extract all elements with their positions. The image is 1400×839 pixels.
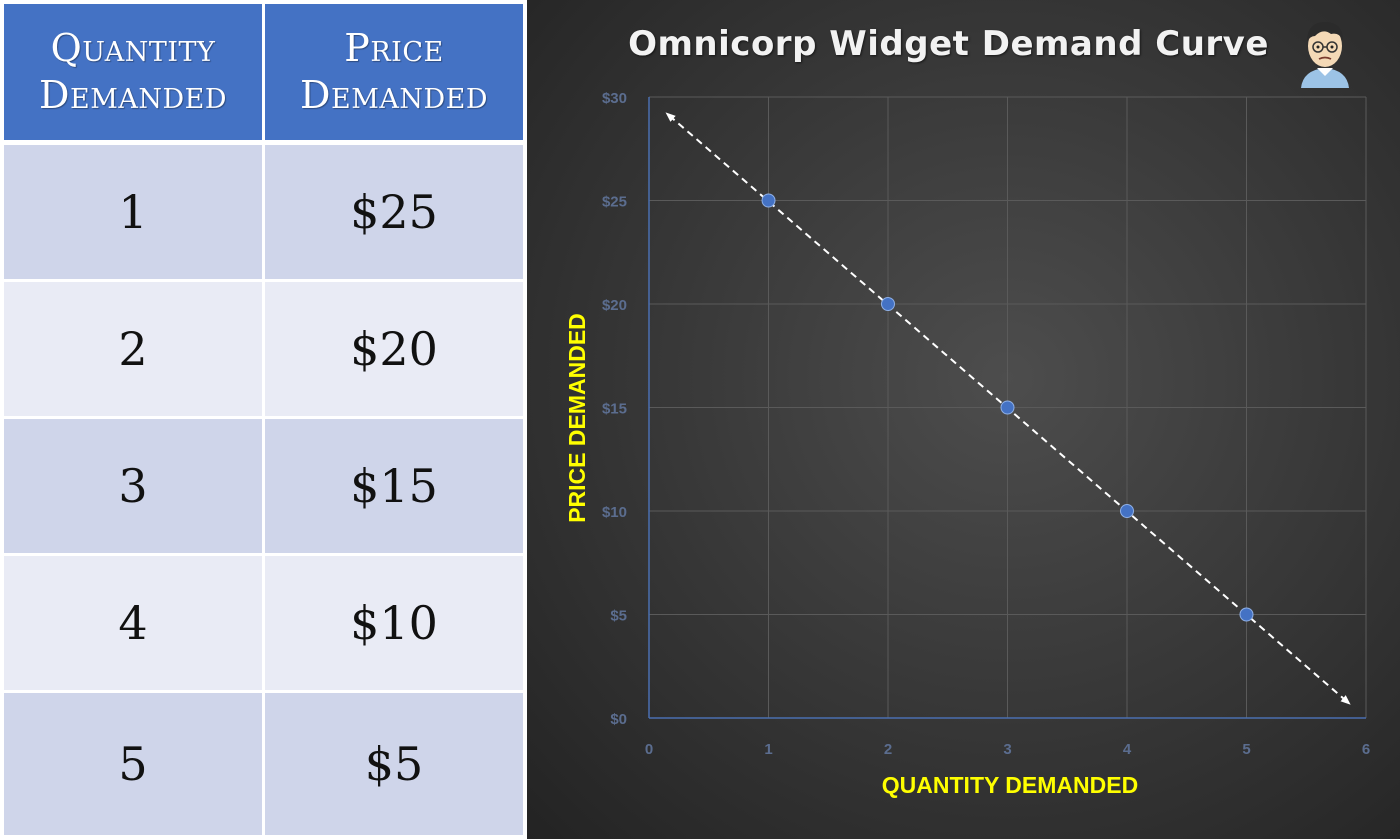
header-quantity-demanded: Quantity Demanded bbox=[4, 4, 262, 140]
table-cell-quantity: 1 bbox=[4, 145, 262, 279]
y-tick-label: $30 bbox=[602, 90, 627, 107]
y-tick-label: $10 bbox=[602, 504, 627, 521]
table-cell-price: $15 bbox=[265, 419, 523, 553]
y-tick-label: $0 bbox=[610, 711, 627, 728]
y-axis-label: PRICE DEMANDED bbox=[564, 313, 590, 523]
header-quantity-line1: Quantity bbox=[50, 25, 216, 70]
x-tick-label: 2 bbox=[884, 741, 892, 758]
header-quantity-line2: Demanded bbox=[39, 73, 227, 117]
x-tick-label: 3 bbox=[1003, 741, 1011, 758]
x-tick-label: 6 bbox=[1362, 741, 1370, 758]
table-cell-quantity: 2 bbox=[4, 282, 262, 416]
y-tick-label: $5 bbox=[610, 608, 627, 625]
data-point bbox=[761, 193, 776, 208]
header-price-line1: Price bbox=[344, 25, 444, 70]
header-price-line2: Demanded bbox=[300, 73, 488, 117]
table-cell-price: $5 bbox=[265, 693, 523, 835]
demand-table: Quantity Demanded Price Demanded 1 $25 2… bbox=[0, 0, 527, 839]
x-tick-label: 5 bbox=[1242, 741, 1250, 758]
table-cell-quantity: 5 bbox=[4, 693, 262, 835]
chart-panel: Omnicorp Widget Demand Curve $0 $5 $10 $15 $… bbox=[527, 0, 1400, 839]
table-cell-quantity: 3 bbox=[4, 419, 262, 553]
x-axis-label: QUANTITY DEMANDED bbox=[881, 772, 1139, 798]
y-tick-label: $15 bbox=[602, 401, 627, 418]
y-tick-label: $20 bbox=[602, 297, 627, 314]
data-point bbox=[1239, 607, 1254, 622]
table-cell-price: $10 bbox=[265, 556, 523, 690]
table-cell-quantity: 4 bbox=[4, 556, 262, 690]
mascot-icon bbox=[1301, 22, 1349, 88]
demand-chart: $0 $5 $10 $15 $20 $25 $30 0 1 2 3 4 5 6 bbox=[602, 90, 1370, 758]
table-cell-price: $25 bbox=[265, 145, 523, 279]
y-tick-label: $25 bbox=[602, 194, 627, 211]
data-point bbox=[1120, 504, 1134, 518]
x-tick-label: 4 bbox=[1123, 741, 1132, 758]
table-cell-price: $20 bbox=[265, 282, 523, 416]
x-tick-label: 0 bbox=[645, 741, 653, 758]
data-point bbox=[1000, 400, 1015, 415]
chart-title: Omnicorp Widget Demand Curve bbox=[628, 24, 1269, 64]
header-price-demanded: Price Demanded bbox=[265, 4, 523, 140]
data-point bbox=[881, 297, 895, 311]
x-tick-label: 1 bbox=[764, 741, 772, 758]
